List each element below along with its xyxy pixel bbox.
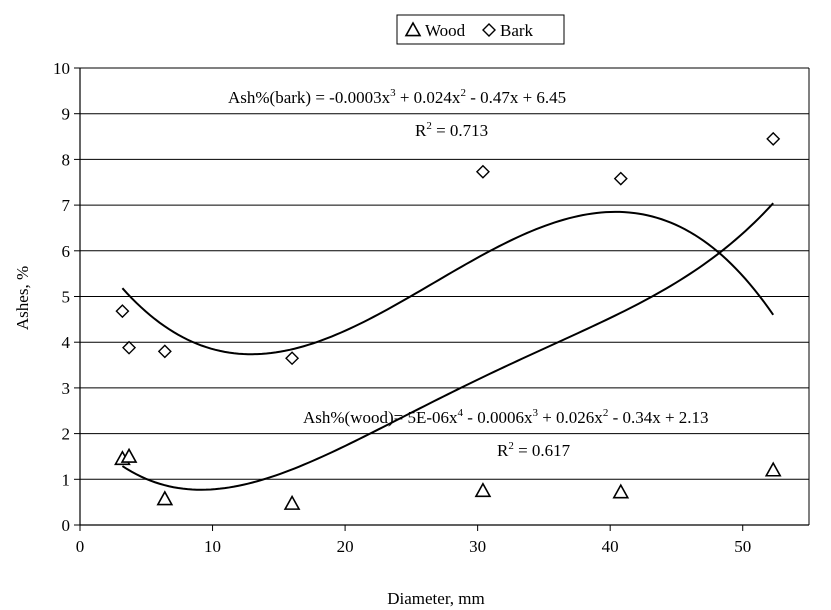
equation-exponent: 3 xyxy=(390,87,396,99)
point-wood-2 xyxy=(156,490,174,506)
equation-bark: Ash%(bark) = -0.0003x3 + 0.024x2 - 0.47x… xyxy=(228,87,566,107)
equation-exponent: 4 xyxy=(458,407,464,419)
r-squared-value: = 0.713 xyxy=(432,121,488,140)
y-tick-label-7: 7 xyxy=(62,196,71,215)
x-tick-label-20: 20 xyxy=(337,537,354,556)
equation-term: - 0.47x + 6.45 xyxy=(466,88,566,107)
point-bark-6 xyxy=(766,131,781,146)
y-tick-label-6: 6 xyxy=(62,242,71,261)
equation-term: Ash%(wood)= 5E-06x xyxy=(303,408,458,427)
y-tick-label-2: 2 xyxy=(62,425,71,444)
point-bark-1 xyxy=(122,340,137,355)
grid-lines xyxy=(80,67,809,480)
trendlines xyxy=(121,202,775,491)
point-bark-5 xyxy=(613,171,628,186)
equation-wood: Ash%(wood)= 5E-06x4 - 0.0006x3 + 0.026x2… xyxy=(303,407,709,427)
legend-label-bark: Bark xyxy=(500,21,534,40)
x-tick-label-10: 10 xyxy=(204,537,221,556)
r-squared-value: = 0.617 xyxy=(514,441,571,460)
point-wood-6 xyxy=(764,461,782,477)
legend-label-wood: Wood xyxy=(425,21,466,40)
point-bark-4 xyxy=(475,164,490,179)
point-wood-3 xyxy=(283,494,301,510)
point-bark-0 xyxy=(115,304,130,319)
equation-term: - 0.34x + 2.13 xyxy=(608,408,708,427)
y-tick-label-5: 5 xyxy=(62,288,71,307)
x-tick-label-50: 50 xyxy=(734,537,751,556)
axis-titles: Diameter, mm Ashes, % xyxy=(13,266,485,608)
trendline-wood xyxy=(121,202,774,491)
x-axis-title: Diameter, mm xyxy=(387,589,485,608)
x-tick-label-30: 30 xyxy=(469,537,486,556)
legend: Wood Bark xyxy=(396,14,565,45)
point-bark-3 xyxy=(285,351,300,366)
legend-marker-bark xyxy=(482,23,496,37)
trendline-bark xyxy=(121,210,775,356)
equation-term: + 0.026x xyxy=(538,408,603,427)
y-tick-label-9: 9 xyxy=(62,105,71,124)
data-points xyxy=(114,131,782,510)
r-squared-wood: R2 = 0.617 xyxy=(497,440,571,460)
point-wood-5 xyxy=(612,483,630,499)
legend-box xyxy=(396,14,565,45)
equation-term: Ash%(bark) = -0.0003x xyxy=(228,88,391,107)
y-tick-label-8: 8 xyxy=(62,150,71,169)
equation-exponent: 2 xyxy=(460,87,466,99)
r-squared-symbol: R xyxy=(415,121,427,140)
trendline-equations: Ash%(bark) = -0.0003x3 + 0.024x2 - 0.47x… xyxy=(228,87,709,460)
tick-labels: 0 1 2 3 4 5 6 7 8 9 10 0 10 20 30 40 50 xyxy=(53,59,751,556)
y-tick-label-3: 3 xyxy=(62,379,71,398)
y-tick-label-4: 4 xyxy=(62,333,71,352)
equation-term: - 0.0006x xyxy=(463,408,533,427)
r-squared-symbol: R xyxy=(497,441,509,460)
r-squared-exponent: 2 xyxy=(426,120,432,132)
point-wood-4 xyxy=(474,482,492,498)
equation-exponent: 3 xyxy=(532,407,538,419)
equation-term: + 0.024x xyxy=(396,88,461,107)
y-axis-title: Ashes, % xyxy=(13,266,32,330)
axes xyxy=(74,67,810,531)
legend-marker-wood xyxy=(404,21,422,37)
point-wood-1 xyxy=(120,447,138,463)
y-tick-label-10: 10 xyxy=(53,59,70,78)
point-bark-2 xyxy=(157,344,172,359)
equation-exponent: 2 xyxy=(603,407,609,419)
r-squared-exponent: 2 xyxy=(508,440,514,452)
x-tick-label-40: 40 xyxy=(602,537,619,556)
y-tick-label-0: 0 xyxy=(62,516,71,535)
y-tick-label-1: 1 xyxy=(62,470,71,489)
x-tick-label-0: 0 xyxy=(76,537,85,556)
r-squared-bark: R2 = 0.713 xyxy=(415,120,488,140)
